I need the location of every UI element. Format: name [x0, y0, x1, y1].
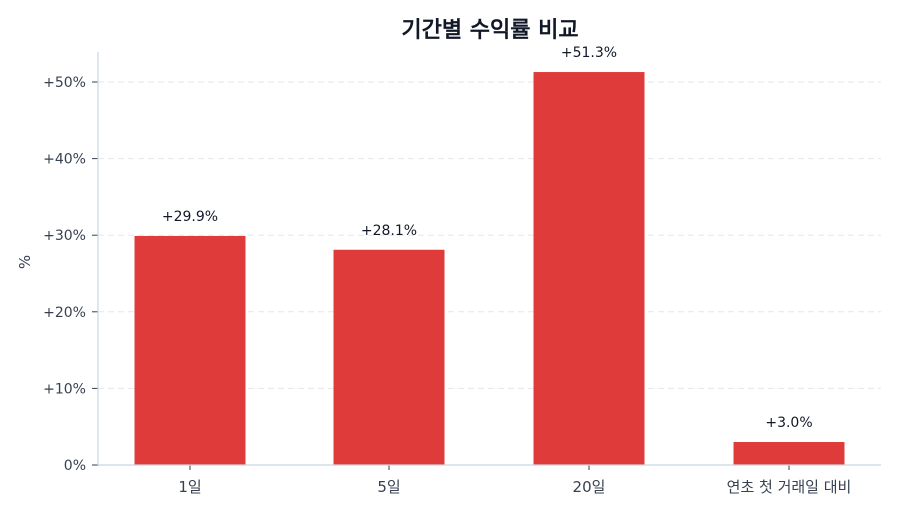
- y-tick-label: 0%: [64, 458, 86, 474]
- y-tick-label: +40%: [43, 152, 86, 168]
- bar-value-label: +29.9%: [162, 209, 218, 225]
- bar-value-label: +28.1%: [361, 223, 417, 239]
- x-tick-label: 20일: [573, 478, 606, 496]
- x-tick-label: 연초 첫 거래일 대비: [727, 478, 852, 496]
- x-tick-label: 5일: [377, 478, 400, 496]
- y-tick-label: +20%: [43, 305, 86, 321]
- bar-value-label: +51.3%: [561, 45, 617, 61]
- bar-value-label: +3.0%: [765, 415, 812, 431]
- bar: [333, 249, 445, 465]
- x-axis: 1일 5일 20일 연초 첫 거래일 대비: [98, 464, 881, 496]
- x-tick-label: 1일: [178, 478, 201, 496]
- y-axis-label: %: [16, 255, 34, 269]
- bar: [533, 72, 645, 466]
- y-tick-label: +50%: [43, 75, 86, 91]
- y-tick-label: +30%: [43, 228, 86, 244]
- bar: [733, 442, 845, 465]
- bar: [134, 235, 246, 465]
- chart-title: 기간별 수익률 비교: [401, 18, 578, 43]
- y-axis: 0% +10% +20% +30% +40% +50%: [43, 52, 99, 474]
- bars: +29.9% +28.1% +51.3% +3.0%: [134, 45, 845, 466]
- y-tick-label: +10%: [43, 381, 86, 397]
